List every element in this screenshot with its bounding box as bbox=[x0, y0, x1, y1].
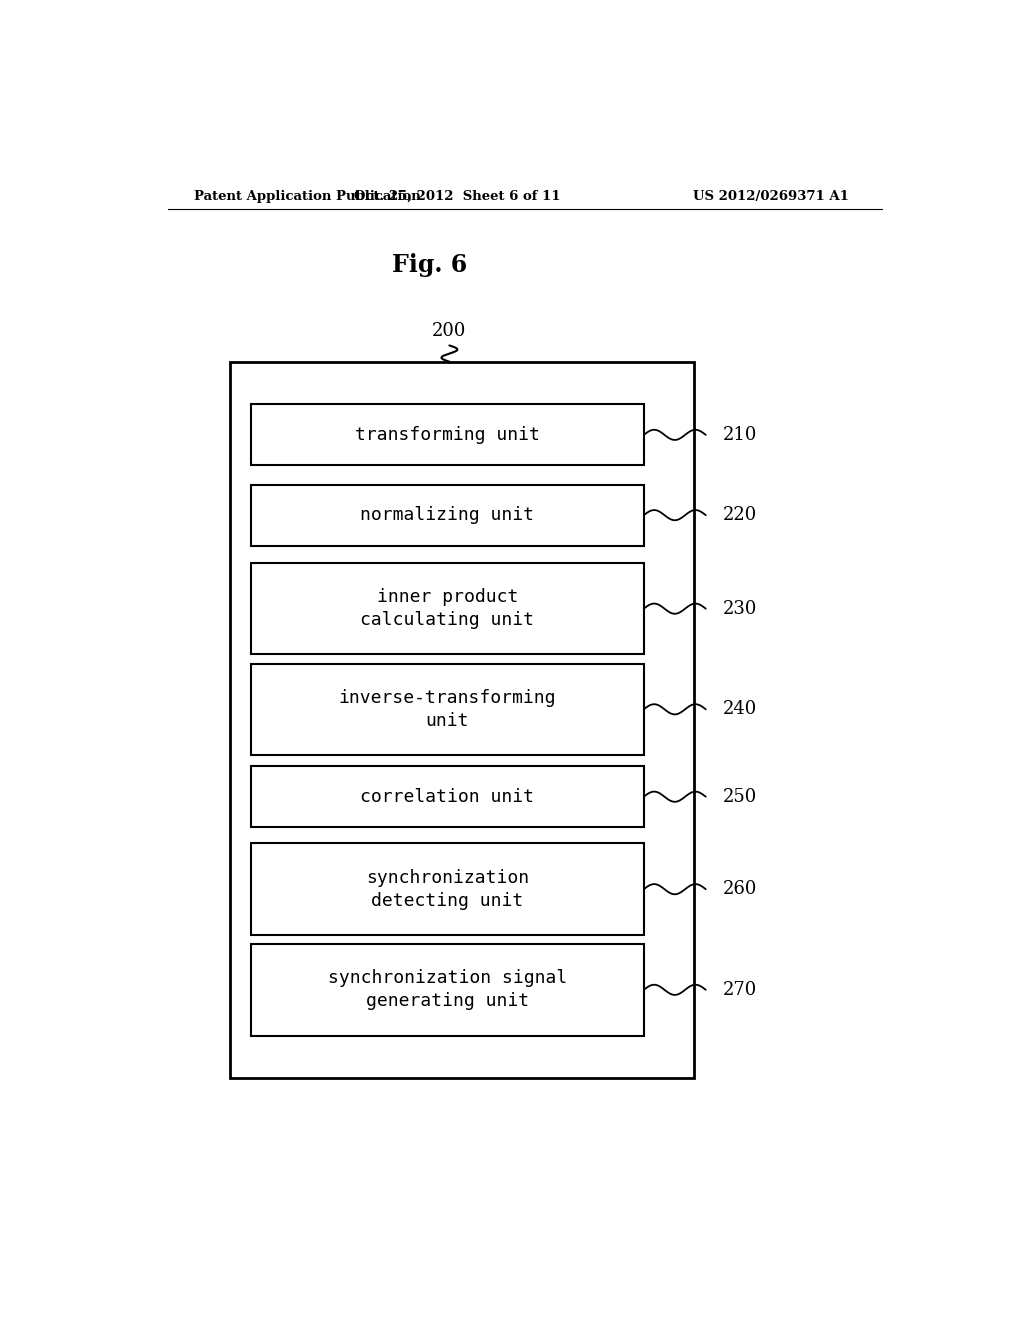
Bar bbox=[251, 404, 644, 466]
Text: inner product
calculating unit: inner product calculating unit bbox=[360, 589, 535, 630]
Text: correlation unit: correlation unit bbox=[360, 788, 535, 805]
Text: Oct. 25, 2012  Sheet 6 of 11: Oct. 25, 2012 Sheet 6 of 11 bbox=[354, 190, 560, 202]
Bar bbox=[229, 362, 694, 1078]
Text: normalizing unit: normalizing unit bbox=[360, 506, 535, 524]
Text: 240: 240 bbox=[723, 701, 758, 718]
Text: 200: 200 bbox=[432, 322, 467, 341]
Text: inverse-transforming
unit: inverse-transforming unit bbox=[339, 689, 556, 730]
Text: synchronization signal
generating unit: synchronization signal generating unit bbox=[328, 969, 567, 1010]
Bar bbox=[251, 562, 644, 655]
Text: synchronization
detecting unit: synchronization detecting unit bbox=[366, 869, 529, 909]
Bar bbox=[251, 843, 644, 935]
Text: US 2012/0269371 A1: US 2012/0269371 A1 bbox=[693, 190, 849, 202]
Bar bbox=[251, 944, 644, 1036]
Text: Patent Application Publication: Patent Application Publication bbox=[194, 190, 421, 202]
Bar bbox=[251, 766, 644, 828]
Bar bbox=[251, 484, 644, 545]
Text: 230: 230 bbox=[723, 599, 758, 618]
Text: 210: 210 bbox=[723, 426, 758, 444]
Text: 220: 220 bbox=[723, 506, 758, 524]
Text: 260: 260 bbox=[723, 880, 758, 898]
Text: 250: 250 bbox=[723, 788, 758, 805]
Bar bbox=[251, 664, 644, 755]
Text: Fig. 6: Fig. 6 bbox=[392, 253, 467, 277]
Text: 270: 270 bbox=[723, 981, 758, 999]
Text: transforming unit: transforming unit bbox=[355, 426, 540, 444]
